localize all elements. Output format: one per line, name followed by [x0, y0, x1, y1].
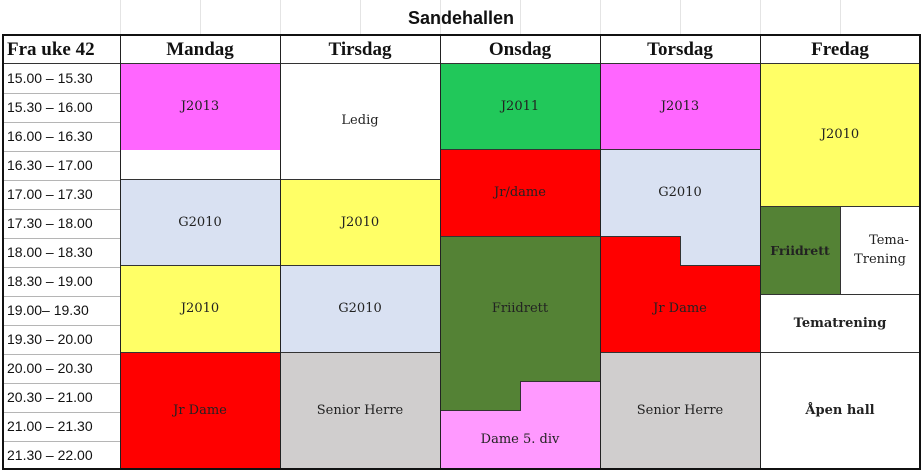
schedule-block-fredag-tematrening: Tematrening: [760, 295, 920, 353]
day-header-wednesday: Onsdag: [488, 38, 552, 60]
schedule-block-tirsdag-senior-herre: Senior Herre: [280, 353, 440, 469]
schedule-block-torsdag-senior-herre: Senior Herre: [600, 353, 760, 469]
time-slot-label: 20.00 – 20.30: [7, 360, 93, 376]
onsdag-friidrett-extension: [440, 382, 520, 411]
time-slot-label: 16.00 – 16.30: [7, 128, 93, 144]
time-slot-label: 18.30 – 19.00: [7, 273, 93, 289]
time-slot-label: 21.30 – 22.00: [7, 447, 93, 463]
schedule-block-tirsdag-ledig: Ledig: [280, 64, 440, 179]
time-slot-label: 20.30 – 21.00: [7, 389, 93, 405]
schedule-block-onsdag-jr-dame: Jr/dame: [440, 150, 600, 237]
day-header-thursday: Torsdag: [647, 38, 713, 60]
page-title: Sandehallen: [407, 8, 515, 28]
day-header-monday: Mandag: [166, 38, 234, 60]
schedule-block-mandag-g2010: G2010: [120, 180, 280, 266]
sheet-gridlines: [0, 0, 922, 35]
schedule-block-tirsdag-j2010: J2010: [280, 180, 440, 266]
schedule-block-torsdag-g2010: G2010: [600, 150, 760, 237]
day-header-friday: Fredag: [811, 38, 869, 60]
time-slot-label: 19.00– 19.30: [7, 302, 89, 318]
torsdag-g2010-extension: [680, 237, 760, 266]
schedule-block-torsdag-jr-dame: Jr Dame: [600, 266, 760, 353]
time-slot-label: 19.30 – 20.00: [7, 331, 93, 347]
time-slot-label: 18.00 – 18.30: [7, 244, 93, 260]
schedule-block-fredag-friidrett: Friidrett: [760, 207, 840, 295]
tema-trening-line1: Tema-: [869, 233, 909, 249]
schedule-block-onsdag-j2011: J2011: [440, 64, 600, 150]
torsdag-jr-dame-extension: [600, 237, 680, 266]
time-slot-label: 17.00 – 17.30: [7, 186, 93, 202]
week-header: Fra uke 42: [7, 38, 95, 60]
time-slot-label: 16.30 – 17.00: [7, 157, 93, 173]
tema-trening-line2: Trening: [854, 252, 906, 267]
schedule-block-onsdag-friidrett: Friidrett: [440, 237, 600, 382]
time-slot-label: 17.30 – 18.00: [7, 215, 93, 231]
schedule-block-fredag-j2010: J2010: [760, 64, 920, 207]
schedule-block-fredag-tema-trening: Tema- Trening: [840, 207, 920, 295]
schedule-block-mandag-j2010: J2010: [120, 266, 280, 353]
schedule-block-tirsdag-g2010: G2010: [280, 266, 440, 353]
schedule-block-fredag-apen-hall: Åpen hall: [760, 353, 920, 469]
time-slot-label: 15.00 – 15.30: [7, 70, 93, 86]
time-slot-label: 21.00 – 21.30: [7, 418, 93, 434]
schedule-block-mandag-j2013: J2013: [120, 64, 280, 150]
time-slot-label: 15.30 – 16.00: [7, 99, 93, 115]
schedule-table-border: [2, 34, 921, 470]
onsdag-dame-extension: [520, 382, 600, 411]
day-header-tuesday: Tirsdag: [328, 38, 392, 60]
schedule-block-torsdag-j2013: J2013: [600, 64, 760, 150]
schedule-block-onsdag-dame-5-div: Dame 5. div: [440, 411, 600, 469]
schedule-block-mandag-jr-dame: Jr Dame: [120, 353, 280, 469]
